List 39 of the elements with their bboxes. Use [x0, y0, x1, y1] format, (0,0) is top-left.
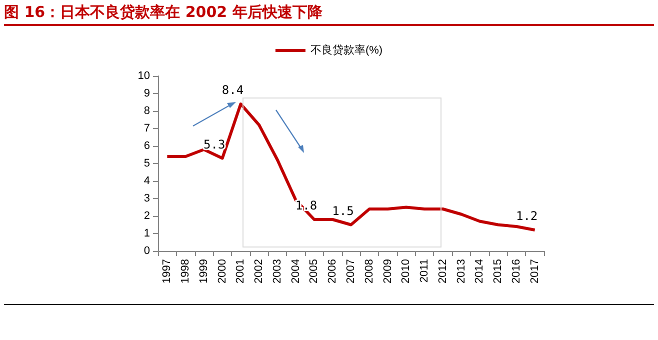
x-tick-label: 2007 — [345, 259, 357, 284]
x-tick-label: 2009 — [382, 259, 394, 284]
x-tick-label: 2005 — [308, 259, 320, 284]
data-label: 1.5 — [332, 204, 354, 218]
data-label: 5.3 — [203, 137, 226, 152]
x-tick-label: 2006 — [326, 259, 339, 284]
x-tick-label: 1998 — [180, 259, 192, 284]
chart-title: 图 16：日本不良贷款率在 2002 年后快速下降 — [4, 2, 654, 26]
data-label: 8.4 — [222, 83, 244, 97]
x-tick-label: 2014 — [474, 259, 486, 284]
x-tick-label: 2008 — [363, 259, 376, 284]
x-tick-label: 1997 — [161, 259, 174, 284]
y-tick-label: 7 — [144, 122, 150, 134]
y-tick-label: 8 — [144, 105, 150, 117]
x-tick-label: 2017 — [528, 259, 541, 284]
y-tick-label: 2 — [144, 210, 150, 222]
data-label: 1.2 — [516, 209, 538, 223]
y-tick-label: 0 — [144, 245, 150, 257]
x-tick-label: 2016 — [510, 259, 522, 284]
y-tick-label: 4 — [144, 175, 150, 187]
x-tick-label: 2003 — [271, 259, 284, 284]
x-tick-label: 1999 — [198, 259, 210, 284]
x-tick-label: 2011 — [418, 259, 431, 283]
x-tick-label: 2012 — [436, 259, 449, 284]
x-tick-label: 2002 — [253, 259, 266, 284]
y-tick-label: 6 — [144, 140, 150, 152]
x-tick-label: 2000 — [216, 259, 228, 284]
x-tick-label: 2010 — [400, 259, 412, 284]
y-tick-label: 1 — [144, 228, 150, 240]
x-tick-label: 2015 — [492, 259, 504, 284]
x-tick-label: 2004 — [290, 259, 302, 284]
y-tick-label: 9 — [144, 88, 150, 100]
line-series — [166, 102, 536, 232]
x-tick-label: 2013 — [455, 259, 468, 284]
y-tick-label: 3 — [144, 192, 150, 204]
y-tick-label: 5 — [144, 158, 150, 170]
y-tick-label: 10 — [138, 70, 150, 82]
legend-label: 不良贷款率(%) — [310, 44, 383, 56]
x-tick-label: 2001 — [234, 259, 247, 284]
